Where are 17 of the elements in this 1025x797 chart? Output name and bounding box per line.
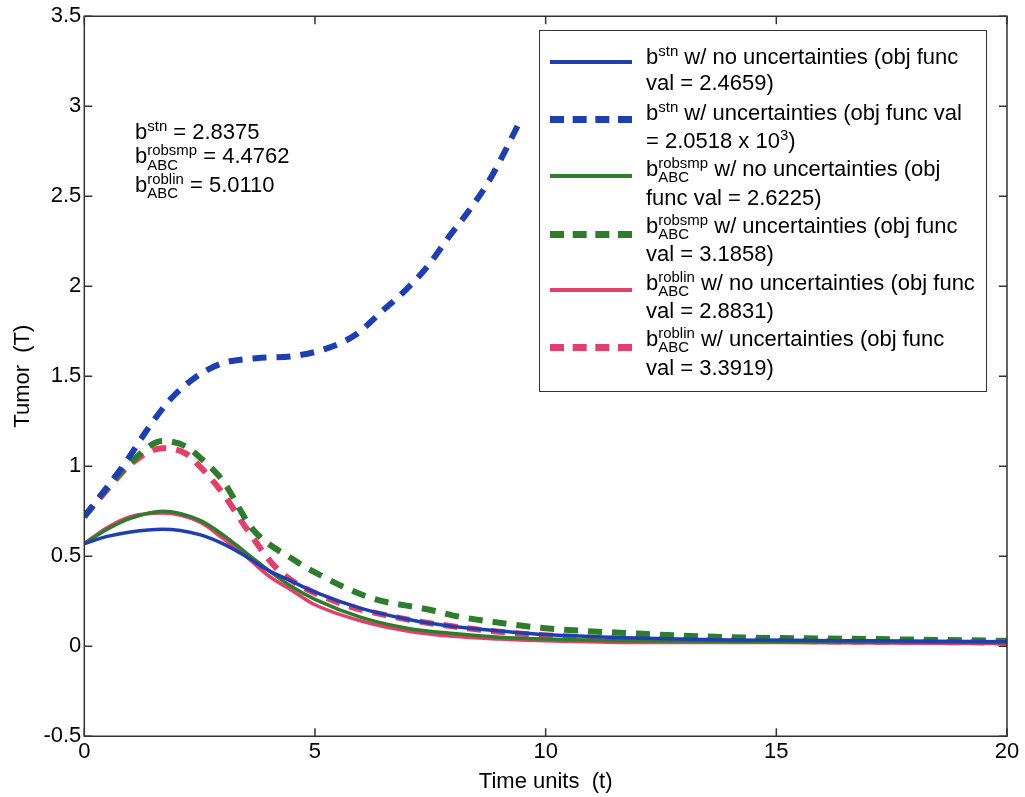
y-tick-label: 1 [69, 452, 82, 478]
x-tick-label: 5 [308, 738, 322, 764]
y-tick-label: 0 [69, 632, 82, 658]
x-axis-title: Time units (t) [478, 767, 613, 793]
y-tick-label: 3 [69, 92, 82, 118]
legend-label: b$^{stn}$ w/ no uncertainties (obj func val = 2.4659) [646, 42, 960, 95]
legend-label: b$^{stn}$ w/ uncertainties (obj func val = 2.0518 x 10$^{3}$) [646, 97, 963, 154]
y-axis-title: Tumor (T) [9, 324, 35, 428]
y-tick-label: 0.5 [50, 542, 82, 568]
y-tick-label: 1.5 [50, 362, 82, 388]
y-tick-label: 3.5 [50, 2, 82, 28]
x-tick-label: 20 [994, 738, 1020, 764]
y-tick-label: 2.5 [50, 182, 82, 208]
x-tick-label: 10 [533, 738, 558, 764]
x-tick-label: 15 [764, 738, 789, 764]
y-tick-label: 2 [69, 272, 82, 298]
annotation: b$^{stn}$ = 2.8375 [135, 117, 261, 145]
